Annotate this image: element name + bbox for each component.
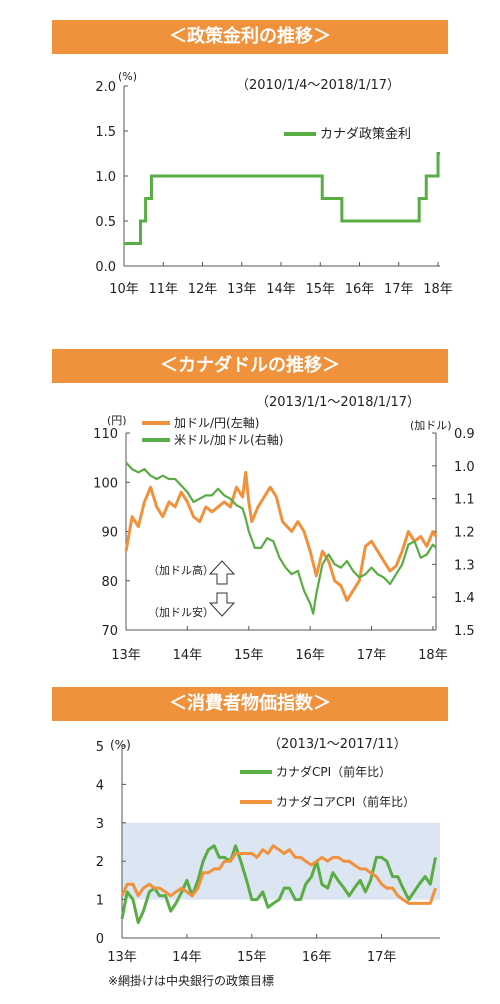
fx-x-tick-label: 14年 (173, 648, 203, 663)
fx-usd-series-line (125, 461, 437, 615)
fx-legend-label-green: 米ドル/加ドル(右軸) (174, 432, 283, 447)
fx-right-unit-label: (加ドル) (410, 419, 452, 432)
fx-legend: 加ドル/円(左軸) 米ドル/加ドル(右軸) (142, 415, 283, 447)
cpi-y-tick-label: 4 (96, 778, 104, 793)
rate-y-tick-label: 0.5 (95, 215, 116, 230)
rate-legend-label: カナダ政策金利 (320, 126, 411, 142)
rate-chart: （2010/1/4～2018/1/17） (%) カナダ政策金利 0.0 0.5 1… (95, 70, 453, 297)
rate-x-tick-label: 14年 (266, 282, 296, 297)
fx-left-tick-label: 70 (101, 624, 118, 639)
rate-x-tick-label: 10年 (109, 282, 139, 297)
rate-x-tick-label: 13年 (227, 282, 257, 297)
fx-right-tick-label: 1.5 (454, 624, 475, 639)
fx-left-tick-label: 100 (93, 476, 118, 491)
fx-left-tick-label: 90 (101, 526, 118, 541)
fx-jpy-series-line (124, 470, 438, 602)
cpi-x-tick-label: 16年 (302, 950, 332, 965)
rate-y-tick-label: 2.0 (95, 80, 116, 95)
fx-right-tick-label: 1.4 (454, 591, 475, 606)
fx-cad-strong-label: （加ドル高） (148, 563, 214, 577)
cpi-footnote: ※網掛けは中央銀行の政策目標 (108, 974, 275, 988)
cpi-legend: カナダCPI（前年比） カナダコアCPI（前年比） (240, 764, 415, 809)
cpi-chart-banner: ＜消費者物価指数＞ (52, 687, 448, 721)
cpi-y-tick-label: 5 (96, 740, 104, 755)
cpi-legend-label-green: カナダCPI（前年比） (276, 764, 391, 779)
rate-x-tick-label: 18年 (423, 282, 453, 297)
arrow-down-icon (208, 592, 236, 617)
fx-right-tick-label: 0.9 (454, 427, 475, 442)
fx-x-tick-label: 16年 (295, 648, 325, 663)
fx-right-tick-label: 1.0 (454, 460, 475, 475)
fx-x-tick-label: 18年 (418, 648, 448, 663)
cpi-x-tick-label: 17年 (367, 950, 397, 965)
rate-chart-banner: ＜政策金利の推移＞ (52, 20, 448, 54)
fx-left-unit-label: (円) (107, 414, 127, 427)
rate-legend: カナダ政策金利 (284, 126, 411, 142)
fx-x-tick-label: 17年 (357, 648, 387, 663)
fx-right-tick-label: 1.3 (454, 558, 475, 573)
cpi-y-tick-label: 2 (96, 855, 104, 870)
fx-period-label: （2013/1/1～2018/1/17） (256, 395, 420, 410)
cpi-period-label: （2013/1～2017/11） (268, 737, 407, 752)
fx-legend-label-orange: 加ドル/円(左軸) (174, 415, 259, 430)
rate-series-line (124, 152, 440, 245)
fx-cad-weak-label: （加ドル安） (148, 605, 214, 619)
fx-x-tick-label: 15年 (234, 648, 264, 663)
cpi-y-unit-label: (%) (110, 738, 131, 752)
rate-y-unit-label: (%) (118, 70, 137, 83)
rate-x-tick-label: 15年 (305, 282, 335, 297)
rate-y-tick-label: 0.0 (95, 260, 116, 275)
rate-x-tick-label: 17年 (384, 282, 414, 297)
arrow-up-icon (208, 560, 236, 585)
cpi-x-tick-label: 15年 (237, 950, 267, 965)
rate-x-tick-label: 11年 (148, 282, 178, 297)
rate-x-tick-label: 16年 (345, 282, 375, 297)
cpi-legend-label-orange: カナダコアCPI（前年比） (276, 794, 415, 809)
cpi-y-tick-label: 0 (96, 932, 104, 947)
cpi-x-tick-label: 14年 (172, 950, 202, 965)
fx-right-tick-label: 1.2 (454, 526, 475, 541)
cpi-y-tick-label: 3 (96, 817, 104, 832)
cpi-headline-series-line (120, 844, 437, 925)
fx-direction-arrows: （加ドル高） （加ドル安） (148, 560, 236, 619)
fx-left-tick-label: 80 (101, 575, 118, 590)
cpi-y-tick-label: 1 (96, 894, 104, 909)
cpi-x-tick-label: 13年 (107, 950, 137, 965)
fx-right-tick-label: 1.1 (454, 493, 475, 508)
rate-y-tick-label: 1.5 (95, 125, 116, 140)
fx-chart: （2013/1/1～2018/1/17） (円) (加ドル) 加ドル/円(左軸)… (93, 395, 475, 663)
cpi-chart: （2013/1～2017/11） (%) カナダCPI（前年比） カナダコアCP… (96, 737, 440, 965)
fx-x-tick-label: 13年 (111, 648, 141, 663)
rate-period-label: （2010/1/4～2018/1/17） (236, 78, 400, 93)
rate-y-tick-label: 1.0 (95, 170, 116, 185)
fx-left-tick-label: 110 (93, 427, 118, 442)
rate-x-tick-label: 12年 (188, 282, 218, 297)
fx-chart-banner: ＜カナダドルの推移＞ (52, 349, 448, 383)
cpi-core-series-line (120, 844, 437, 905)
